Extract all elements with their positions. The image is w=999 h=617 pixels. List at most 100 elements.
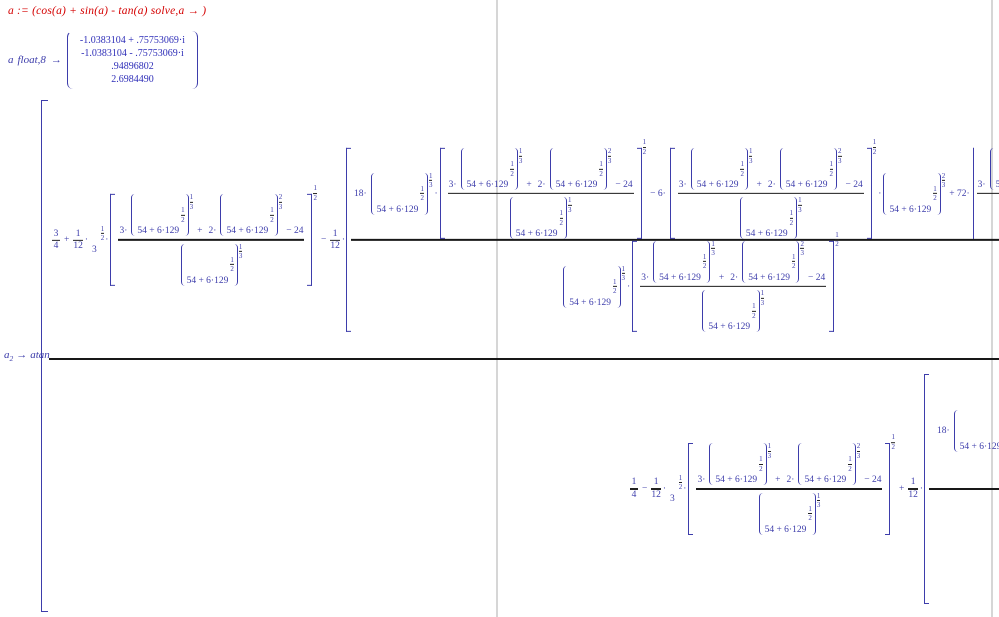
float-arg: ,8 xyxy=(37,54,46,66)
paren-right xyxy=(852,443,856,486)
bracket-left xyxy=(110,194,116,286)
bracket-left xyxy=(923,374,929,604)
exp-denominator: 2 xyxy=(759,464,763,473)
exp-denominator: 2 xyxy=(702,262,707,271)
radicand-text: 54 + 6·129 xyxy=(804,475,847,486)
math-token: + xyxy=(775,475,781,486)
paren-right xyxy=(514,147,518,190)
frac-num: 1 xyxy=(631,477,637,488)
exp-numerator: 2 xyxy=(856,442,861,451)
fraction-bar xyxy=(100,233,105,234)
math-token: − 24 xyxy=(286,226,304,237)
exp-numerator: 1 xyxy=(760,289,765,298)
radicand-text: 54 + 6·129 xyxy=(555,179,598,190)
math-token: 3· xyxy=(641,272,650,283)
exp-denominator: 3 xyxy=(621,273,626,282)
paren-left xyxy=(883,172,887,215)
exp-numerator: 2 xyxy=(278,193,283,202)
math-token: 3· xyxy=(448,179,457,190)
subscript-2: 2 xyxy=(9,354,14,363)
big-inner-fraction-group-2: 18· 54 + 6·129 12 13 · xyxy=(923,374,999,604)
exp-denominator: 2 xyxy=(510,169,514,178)
fraction-bar xyxy=(767,450,772,452)
exp-denominator: 3 xyxy=(278,202,283,211)
multiply-dot: · xyxy=(683,484,687,494)
solve-expression-region[interactable]: a := (cos(a) + sin(a) - tan(a) solve,a →… xyxy=(8,5,207,17)
paren-right xyxy=(234,243,238,286)
fraction-bar xyxy=(702,261,707,263)
exp-denominator: 3 xyxy=(711,249,715,258)
exp-denominator: 2 xyxy=(420,194,424,202)
exp-numerator: 1 xyxy=(100,224,105,233)
float-result-region[interactable]: a float ,8 → -1.0383104 + .75753069·i -1.03… xyxy=(8,31,198,89)
inner-fraction-numerator: 3· 54 + 6·129 12 13 +2· 54 + 6·129 12 23… xyxy=(975,147,999,190)
math-token: 2· xyxy=(767,179,776,190)
exp-denominator: 2 xyxy=(599,169,603,178)
fraction-bar xyxy=(613,285,617,287)
fraction-bar xyxy=(677,192,864,195)
paren-left xyxy=(180,243,185,286)
fraction-bar xyxy=(510,168,514,170)
exp-denominator: 2 xyxy=(559,218,564,227)
math-token: 2· xyxy=(537,179,546,190)
exp-numerator: 1 xyxy=(518,146,523,155)
bracket-left xyxy=(688,443,694,535)
fraction-bar xyxy=(189,201,194,203)
math-token: + xyxy=(718,272,725,283)
math-token: + xyxy=(526,179,532,190)
exp-denominator: 3 xyxy=(800,249,804,258)
math-token: 2· xyxy=(730,272,739,283)
exp-denominator: 2 xyxy=(791,262,796,271)
math-token: 3 xyxy=(670,493,675,504)
result-expression-label[interactable]: a 2 → atan xyxy=(4,349,50,363)
bracket-left xyxy=(439,147,445,240)
fraction-bar xyxy=(330,239,340,241)
radicand-text: 54 + 6·129 xyxy=(226,226,269,237)
paren-right xyxy=(812,492,816,535)
fraction-bar xyxy=(599,168,603,170)
paren-left xyxy=(131,194,135,237)
exp-denominator: 2 xyxy=(808,514,812,523)
fraction-bar xyxy=(630,488,638,490)
bracket-left xyxy=(669,147,675,240)
frac-num: 1 xyxy=(653,477,659,488)
page-break-line xyxy=(991,0,993,617)
fraction-bar xyxy=(230,264,234,266)
fraction-bar xyxy=(621,272,626,274)
paren-right xyxy=(424,172,428,215)
exp-numerator: 1 xyxy=(891,433,895,442)
exp-denominator: 2 xyxy=(181,215,185,224)
paren-right xyxy=(744,147,748,190)
multiply-dot: · xyxy=(919,484,923,494)
big-inner-fraction-2: 18· 54 + 6·129 12 13 · xyxy=(928,374,999,604)
bracket-right xyxy=(636,147,642,240)
exp-denominator: 3 xyxy=(518,156,523,165)
math-token: − 24 xyxy=(845,179,863,190)
power-term-cuberoot: 54 + 6·129 12 13 xyxy=(989,147,999,190)
math-token: 18· xyxy=(936,426,950,437)
paren-right xyxy=(192,31,198,89)
frac-den: 12 xyxy=(330,240,340,251)
fraction-bar xyxy=(760,297,765,299)
